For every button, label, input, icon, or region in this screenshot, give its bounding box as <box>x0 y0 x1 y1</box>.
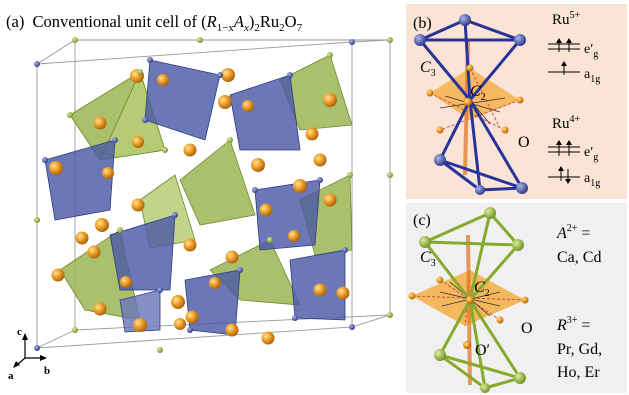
panel-c-label: (c) <box>413 212 431 229</box>
r-ion-label: R3+ = <box>556 315 590 334</box>
oxygen-prime-label-c: O′ <box>475 342 490 359</box>
a-ion-list: Ca, Cd <box>557 249 601 266</box>
axis-c-label: c <box>17 326 22 338</box>
o-atoms-c <box>408 276 529 349</box>
oxygen-label-c: O <box>521 320 533 337</box>
ru5-eg-label: e′g <box>584 42 598 60</box>
panel-b: (b) <box>406 4 627 199</box>
axes-triad <box>13 333 47 368</box>
ru4-label: Ru4+ <box>552 114 581 132</box>
panel-c: (c) <box>406 203 627 393</box>
a-ion-label: A2+ = <box>556 223 590 242</box>
r-site-tetrahedra <box>59 54 353 321</box>
ru4-a1g-label: a1g <box>584 171 600 189</box>
c2-label-b: C2 <box>470 83 486 103</box>
c3-label-c: C3 <box>420 249 436 269</box>
c3-label-b: C3 <box>420 59 436 79</box>
panel-a-title: (a) Conventional unit cell of (R1−xAx)2R… <box>6 12 303 34</box>
oxygen-label-b: O <box>518 134 530 151</box>
r-ion-list-1: Pr, Gd, <box>557 341 602 358</box>
orange-atoms <box>49 68 350 345</box>
axis-b-label: b <box>44 365 50 377</box>
panel-b-background <box>406 4 627 199</box>
c3-axis-c <box>466 234 472 386</box>
ru5-a1g-label: a1g <box>584 67 600 85</box>
ru5-label: Ru5+ <box>552 10 581 28</box>
r-ion-list-2: Ho, Er <box>557 364 600 381</box>
r-atoms-c <box>419 207 526 393</box>
ru-atoms-b <box>414 14 528 195</box>
ru-atoms <box>34 39 355 351</box>
panel-b-label: (b) <box>413 15 432 32</box>
axis-a-label: a <box>8 370 14 382</box>
panel-a: (a) Conventional unit cell of (R1−xAx)2R… <box>6 12 393 382</box>
o-atoms-b <box>426 64 524 134</box>
c2-label-c: C2 <box>474 279 490 299</box>
r-atoms <box>34 37 393 353</box>
ru-site-tetrahedra <box>44 59 346 336</box>
ru4-eg-label: e′g <box>584 145 598 163</box>
